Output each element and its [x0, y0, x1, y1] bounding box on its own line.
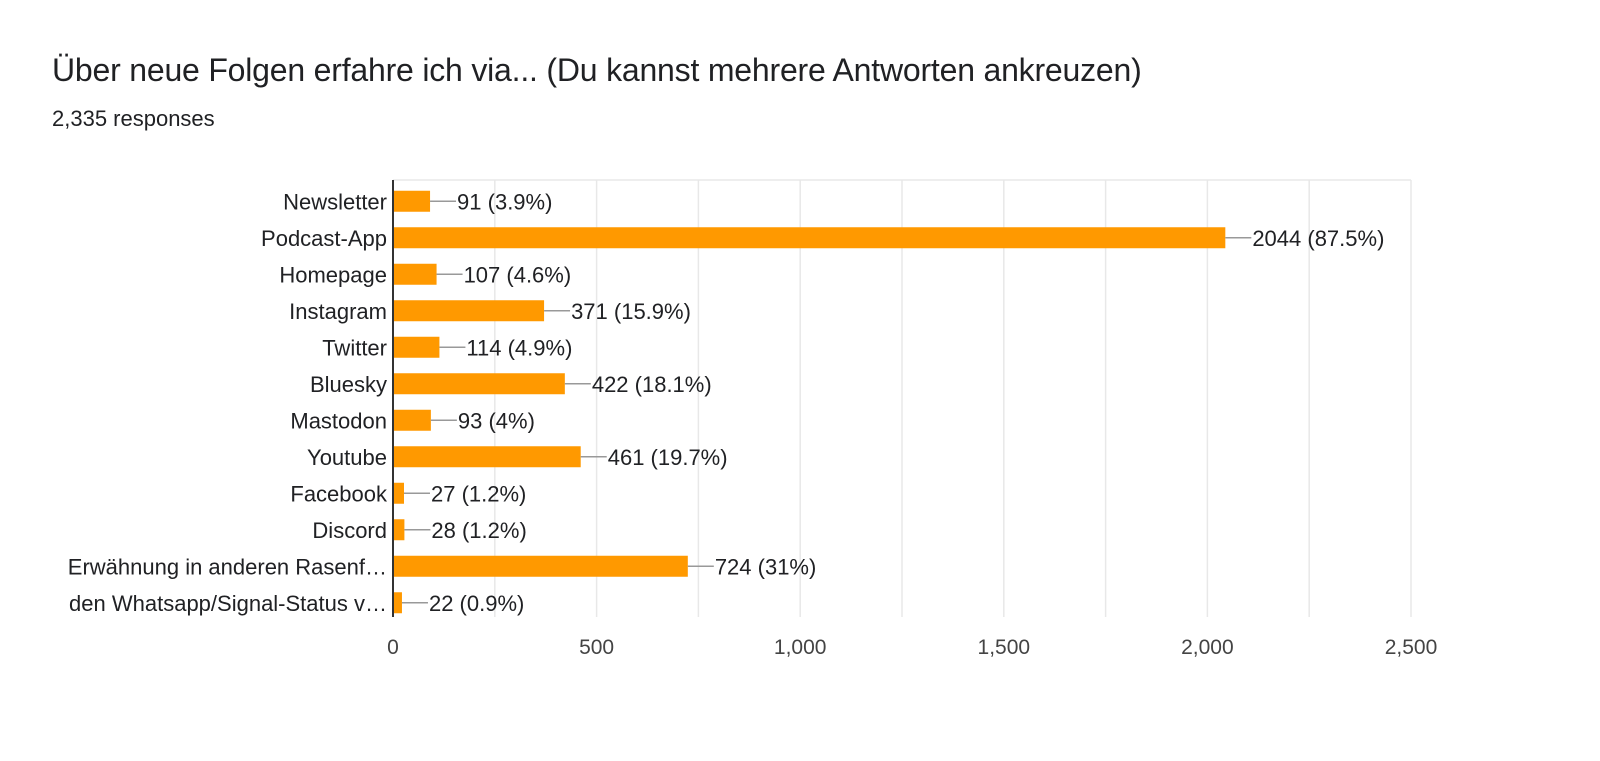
- value-label: 114 (4.9%): [466, 335, 572, 360]
- value-label: 27 (1.2%): [431, 481, 526, 506]
- value-label: 91 (3.9%): [457, 189, 552, 214]
- category-label: Mastodon: [290, 408, 387, 433]
- bar: [393, 409, 431, 431]
- bar: [393, 592, 402, 614]
- bar: [393, 555, 688, 577]
- x-tick-label: 1,000: [774, 636, 827, 659]
- value-label: 461 (19.7%): [608, 445, 728, 470]
- category-label: Instagram: [289, 299, 387, 324]
- category-label: Newsletter: [283, 189, 387, 214]
- bar: [393, 336, 440, 358]
- value-label: 724 (31%): [715, 554, 817, 579]
- category-label: den Whatsapp/Signal-Status v…: [69, 591, 387, 616]
- value-label: 422 (18.1%): [592, 372, 712, 397]
- bar: [393, 190, 431, 212]
- x-tick-label: 1,500: [978, 636, 1031, 659]
- bar: [393, 263, 437, 285]
- category-label: Podcast-App: [261, 226, 387, 251]
- value-label: 371 (15.9%): [571, 299, 691, 324]
- bar: [393, 227, 1226, 249]
- response-count: 2,335 responses: [52, 106, 215, 131]
- category-label: Youtube: [307, 445, 387, 470]
- value-label: 22 (0.9%): [429, 591, 524, 616]
- category-labels: Newsletter Podcast-App Homepage Instagram Tw…: [68, 189, 388, 616]
- category-label: Twitter: [322, 335, 387, 360]
- chart-title: Über neue Folgen erfahre ich via... (Du …: [52, 52, 1142, 88]
- category-label: Bluesky: [310, 372, 387, 397]
- bars: [392, 180, 1252, 617]
- x-tick-label: 2,000: [1181, 636, 1234, 659]
- x-tick-label: 0: [387, 636, 399, 659]
- category-label: Erwähnung in anderen Rasenf…: [68, 554, 387, 579]
- category-label: Homepage: [279, 262, 387, 287]
- x-tick-label: 2,500: [1385, 636, 1438, 659]
- value-label: 93 (4%): [458, 408, 535, 433]
- bar: [393, 519, 405, 541]
- value-label: 28 (1.2%): [431, 518, 526, 543]
- value-label: 107 (4.6%): [464, 262, 572, 287]
- x-tick-label: 500: [579, 636, 614, 659]
- x-axis-ticks: 0 500 1,000 1,500 2,000 2,500: [387, 636, 1437, 659]
- bar: [393, 446, 581, 468]
- value-label: 2044 (87.5%): [1252, 226, 1384, 251]
- category-label: Discord: [312, 518, 387, 543]
- value-labels: 91 (3.9%) 2044 (87.5%) 107 (4.6%) 371 (15.9…: [429, 189, 1384, 616]
- grid-lines: [393, 179, 1412, 617]
- category-label: Facebook: [290, 481, 388, 506]
- bar: [393, 373, 565, 395]
- bar: [393, 300, 545, 322]
- bar: [393, 482, 404, 504]
